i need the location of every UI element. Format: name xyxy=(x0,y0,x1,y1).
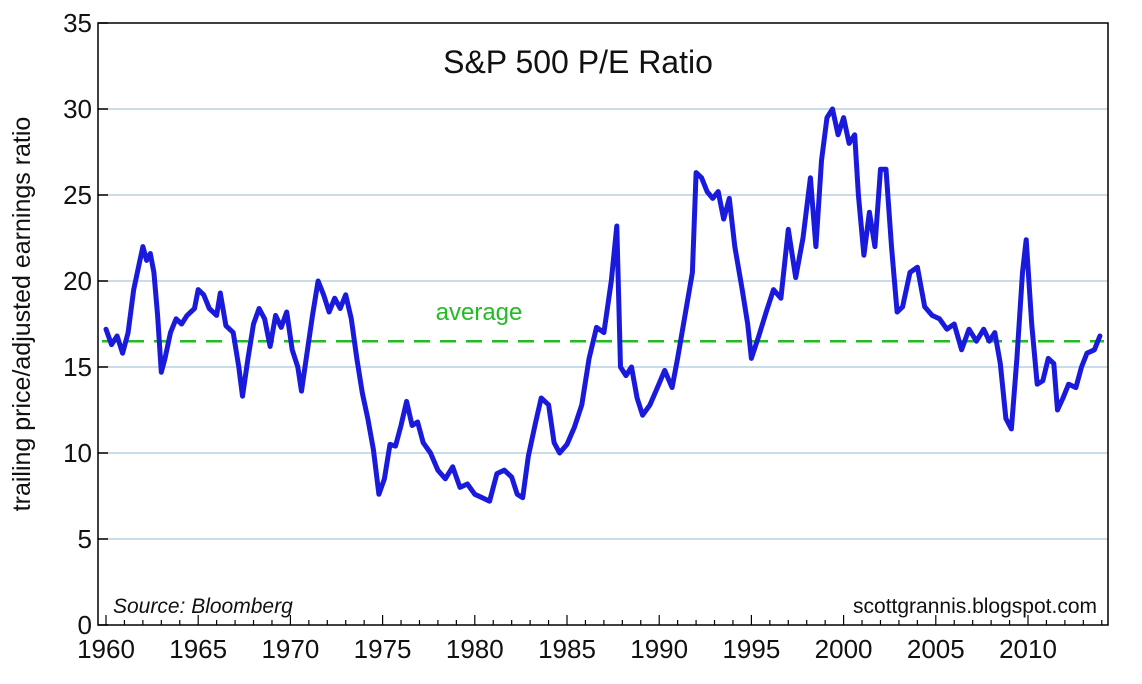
y-axis-label: trailing price/adjusted earnings ratio xyxy=(8,117,36,512)
y-tick-label-35: 35 xyxy=(63,8,92,38)
average-label: average xyxy=(436,299,523,326)
y-tick-label-25: 25 xyxy=(63,180,92,210)
x-axis-ticks: 1960 1965 1970 1975 1980 1985 1990 1995 2000 2005… xyxy=(77,615,1103,664)
x-tick-label-2005: 2005 xyxy=(907,634,965,664)
plot-frame xyxy=(97,22,1109,626)
x-tick-label-1990: 1990 xyxy=(630,634,688,664)
y-tick-label-10: 10 xyxy=(63,438,92,468)
x-tick-label-1970: 1970 xyxy=(261,634,319,664)
y-tick-label-15: 15 xyxy=(63,352,92,382)
x-tick-label-1980: 1980 xyxy=(446,634,504,664)
x-tick-label-1985: 1985 xyxy=(538,634,596,664)
y-tick-label-30: 30 xyxy=(63,94,92,124)
x-tick-label-1960: 1960 xyxy=(77,634,135,664)
gridlines xyxy=(98,108,1108,540)
source-note: Source: Bloomberg xyxy=(113,595,293,618)
y-tick-label-0: 0 xyxy=(78,610,92,640)
chart-title: S&P 500 P/E Ratio xyxy=(443,44,713,80)
x-tick-label-1965: 1965 xyxy=(169,634,227,664)
series-line-pe xyxy=(103,106,1103,504)
x-tick-label-1995: 1995 xyxy=(722,634,780,664)
x-tick-label-2010: 2010 xyxy=(999,634,1057,664)
x-tick-label-1975: 1975 xyxy=(354,634,412,664)
x-tick-label-2000: 2000 xyxy=(815,634,873,664)
y-axis-ticks: 0 5 10 15 20 25 30 35 xyxy=(63,8,108,640)
y-tick-label-5: 5 xyxy=(78,524,92,554)
y-tick-label-20: 20 xyxy=(63,266,92,296)
data-points xyxy=(105,108,1101,502)
credit-note: scottgrannis.blogspot.com xyxy=(853,595,1097,618)
